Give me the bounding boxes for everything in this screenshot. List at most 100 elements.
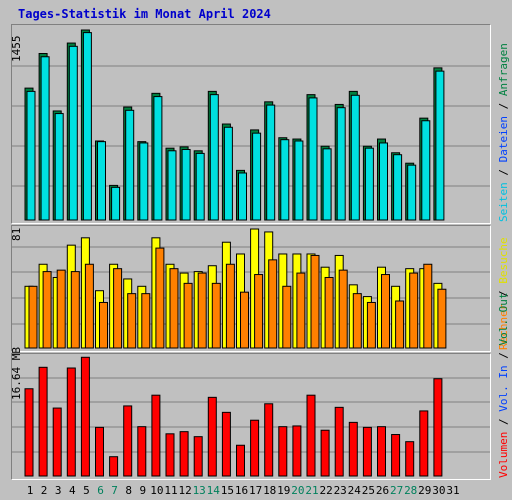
bar-volumen-22 bbox=[320, 429, 330, 477]
legend-besuche: Besuche bbox=[497, 237, 510, 284]
bar-dateien-11 bbox=[167, 150, 177, 221]
x-tick-label-7: 7 bbox=[111, 484, 118, 497]
bar-rechner-18 bbox=[268, 259, 278, 349]
x-tick-label-31: 31 bbox=[446, 484, 460, 497]
bar-volumen-26 bbox=[377, 426, 386, 477]
bar-dateien-12 bbox=[181, 148, 191, 221]
x-tick-label-13: 13 bbox=[192, 484, 206, 497]
x-tick-label-21: 21 bbox=[305, 484, 319, 497]
x-tick-label-18: 18 bbox=[263, 484, 277, 497]
bar-rechner-24 bbox=[352, 293, 362, 349]
bar-volumen-30 bbox=[433, 378, 443, 477]
bar-rechner-14 bbox=[211, 282, 221, 349]
bar-dateien-5 bbox=[82, 32, 92, 221]
bar-dateien-16 bbox=[238, 172, 247, 221]
bar-volumen-10 bbox=[151, 394, 161, 477]
legend-vol-out: Vol. Out bbox=[497, 292, 510, 346]
x-tick-label-1: 1 bbox=[26, 484, 34, 497]
bar-dateien-15 bbox=[223, 126, 233, 221]
bar-rechner-17 bbox=[254, 274, 264, 349]
bar-rechner-4 bbox=[70, 271, 80, 349]
x-tick-label-10: 10 bbox=[150, 484, 164, 497]
bar-volumen-18 bbox=[264, 403, 274, 477]
bar-dateien-30 bbox=[435, 70, 445, 221]
bar-volumen-24 bbox=[348, 421, 358, 477]
bar-volumen-3 bbox=[52, 407, 62, 477]
bar-rechner-11 bbox=[169, 268, 179, 349]
bar-volumen-25 bbox=[362, 426, 372, 477]
legend-dateien: Dateien bbox=[497, 116, 510, 163]
x-tick-label-11: 11 bbox=[164, 484, 178, 497]
bar-volumen-13 bbox=[193, 436, 203, 477]
bar-rechner-23 bbox=[338, 269, 348, 349]
bar-rechner-22 bbox=[324, 276, 334, 349]
bar-dateien-29 bbox=[421, 120, 431, 221]
bar-dateien-25 bbox=[364, 147, 374, 221]
x-tick-label-26: 26 bbox=[375, 484, 390, 497]
legend-seiten: Seiten bbox=[497, 182, 510, 222]
bar-volumen-21 bbox=[306, 394, 316, 477]
bar-volumen-23 bbox=[334, 406, 344, 477]
bar-rechner-5 bbox=[84, 263, 94, 349]
x-tick-label-2: 2 bbox=[40, 484, 48, 497]
bar-rechner-13 bbox=[197, 272, 207, 349]
x-tick-label-23: 23 bbox=[333, 484, 347, 497]
bar-dateien-8 bbox=[125, 109, 135, 221]
bar-volumen-14 bbox=[207, 396, 217, 477]
x-tick-label-17: 17 bbox=[248, 484, 263, 497]
bar-volumen-4 bbox=[66, 367, 76, 477]
middle-ymax-label: 81 bbox=[10, 227, 23, 241]
top-ymax-label: 1455 bbox=[10, 35, 23, 63]
x-tick-label-27: 27 bbox=[389, 484, 404, 497]
legend-anfragen: Anfragen bbox=[497, 43, 510, 97]
bar-volumen-12 bbox=[179, 431, 189, 477]
bar-volumen-9 bbox=[137, 426, 147, 477]
legend-vol-in: Vol. In bbox=[497, 365, 510, 412]
x-tick-label-20: 20 bbox=[291, 484, 305, 497]
bar-volumen-2 bbox=[38, 366, 48, 477]
bar-dateien-6 bbox=[97, 141, 106, 221]
x-tick-label-19: 19 bbox=[277, 484, 291, 497]
bar-dateien-26 bbox=[379, 142, 388, 221]
bar-rechner-8 bbox=[127, 293, 137, 349]
bar-volumen-15 bbox=[221, 411, 231, 477]
bar-dateien-14 bbox=[209, 94, 219, 221]
x-tick-label-24: 24 bbox=[347, 484, 361, 497]
bottom-ymax-label: 16.64 MB bbox=[10, 347, 23, 400]
x-tick-label-14: 14 bbox=[206, 484, 220, 497]
bar-volumen-5 bbox=[80, 356, 90, 477]
bar-rechner-28 bbox=[409, 272, 419, 349]
bar-dateien-2 bbox=[40, 56, 50, 221]
bar-dateien-28 bbox=[407, 164, 417, 221]
bar-dateien-10 bbox=[153, 96, 163, 221]
bar-dateien-4 bbox=[68, 45, 78, 221]
x-tick-label-8: 8 bbox=[125, 484, 132, 497]
bar-dateien-19 bbox=[280, 139, 290, 221]
bar-rechner-12 bbox=[183, 282, 193, 349]
x-tick-label-6: 6 bbox=[97, 484, 104, 497]
bar-dateien-13 bbox=[195, 152, 205, 221]
bar-rechner-19 bbox=[282, 285, 292, 349]
bar-rechner-2 bbox=[42, 271, 52, 349]
bar-volumen-19 bbox=[278, 426, 288, 477]
bar-rechner-3 bbox=[56, 269, 66, 349]
bar-volumen-16 bbox=[236, 444, 245, 477]
x-tick-label-9: 9 bbox=[139, 484, 147, 497]
bar-rechner-30 bbox=[437, 288, 447, 349]
bar-volumen-7 bbox=[109, 456, 119, 477]
bar-volumen-27 bbox=[391, 434, 401, 477]
x-tick-label-22: 22 bbox=[319, 484, 333, 497]
bar-rechner-16 bbox=[240, 291, 249, 349]
bar-rechner-21 bbox=[310, 254, 320, 349]
x-tick-label-25: 25 bbox=[361, 484, 376, 497]
x-tick-label-12: 12 bbox=[178, 484, 192, 497]
bar-dateien-21 bbox=[308, 97, 318, 221]
x-tick-label-28: 28 bbox=[404, 484, 418, 497]
x-tick-label-3: 3 bbox=[54, 484, 62, 497]
x-tick-label-16: 16 bbox=[234, 484, 249, 497]
x-tick-label-30: 30 bbox=[432, 484, 446, 497]
bar-dateien-3 bbox=[54, 113, 64, 221]
page-title: Tages-Statistik im Monat April 2024 bbox=[18, 7, 271, 21]
x-tick-label-15: 15 bbox=[220, 484, 235, 497]
